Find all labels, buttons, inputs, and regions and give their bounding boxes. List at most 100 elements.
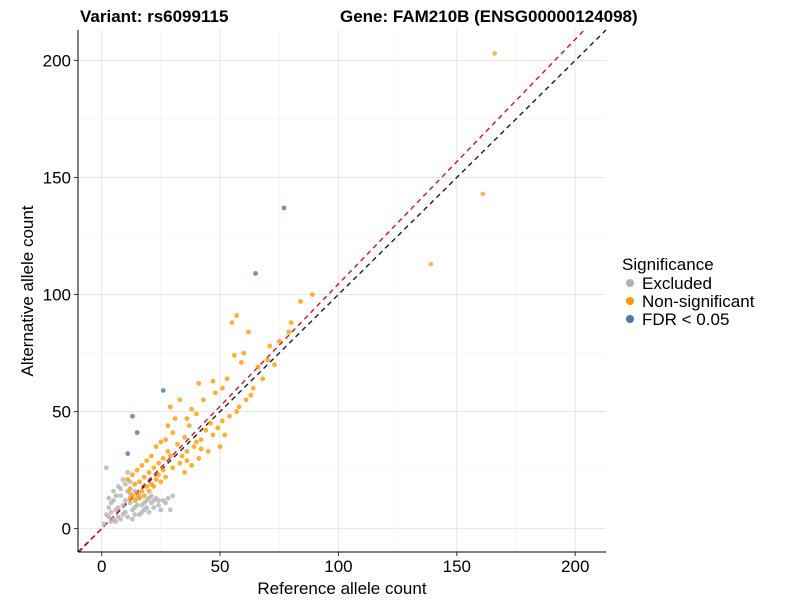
y-tick-label: 0 [62,520,71,539]
point-non-significant [260,376,266,382]
point-non-significant [132,481,138,487]
y-tick-label: 50 [52,403,71,422]
point-excluded [106,495,112,501]
point-non-significant [182,434,187,440]
point-excluded [113,493,119,499]
y-axis-ticks: 0 50 100 150 200 [43,51,78,539]
chart-title-variant: Variant: rs6099115 [80,7,228,26]
point-non-significant-highlighted-outliers [428,261,434,267]
point-excluded [118,516,124,522]
legend-label: FDR < 0.05 [642,310,729,329]
point-excluded [141,500,147,506]
y-tick-label: 150 [43,168,71,187]
point-non-significant [141,474,147,480]
point-non-significant [137,495,142,501]
point-excluded [130,507,135,513]
point-non-significant [146,470,152,475]
point-non-significant [165,423,171,428]
point-non-significant [189,462,195,468]
point-non-significant [148,453,154,459]
x-tick-label: 50 [211,557,230,576]
point-non-significant [132,498,138,503]
legend-title: Significance [622,255,714,274]
point-non-significant [184,458,190,464]
point-non-significant [241,350,247,356]
legend-key-non-significant [626,297,634,305]
point-non-significant [250,385,256,391]
point-non-significant [160,467,166,473]
point-fdr-0-05 [130,413,135,419]
point-non-significant [298,299,303,304]
chart-title-gene: Gene: FAM210B (ENSG00000124098) [340,7,638,26]
point-non-significant [205,448,211,454]
point-non-significant [170,430,176,436]
point-non-significant [167,453,173,459]
point-non-significant [151,465,157,471]
point-non-significant [198,446,204,452]
point-non-significant [208,420,213,426]
point-non-significant [127,486,133,492]
point-excluded [108,509,114,515]
point-non-significant [139,488,145,494]
point-non-significant [222,432,228,438]
point-non-significant [234,409,240,414]
point-non-significant [236,404,242,410]
point-non-significant [201,397,206,403]
point-non-significant [210,432,216,438]
point-non-significant [217,444,223,450]
point-non-significant [265,357,270,363]
point-non-significant [163,437,169,443]
point-excluded [158,507,164,513]
point-fdr-0-05 [253,271,258,276]
legend-label: Excluded [642,274,712,293]
point-non-significant [212,390,218,396]
legend-label: Non-significant [642,292,755,311]
point-non-significant [156,472,161,478]
point-excluded [139,509,145,515]
point-non-significant [267,343,273,349]
point-non-significant [189,406,195,412]
point-excluded [115,484,121,489]
point-non-significant [193,439,199,445]
point-non-significant [163,474,169,480]
point-non-significant [144,484,150,489]
point-non-significant [127,495,133,501]
point-non-significant [227,413,232,419]
point-non-significant [276,338,282,344]
point-non-significant [153,444,159,450]
point-non-significant [255,364,261,370]
point-fdr-0-05 [134,430,140,436]
point-non-significant [130,472,135,478]
point-excluded [120,502,126,508]
point-excluded [130,516,135,522]
point-non-significant [156,460,161,466]
point-non-significant [158,439,164,445]
legend-key-excluded [626,279,634,287]
point-non-significant [146,488,152,494]
point-non-significant [210,378,216,384]
point-non-significant [184,448,190,454]
point-excluded [151,505,157,510]
point-excluded [106,514,112,520]
point-non-significant [231,352,237,358]
x-tick-label: 0 [97,557,106,576]
point-non-significant [196,381,202,386]
point-non-significant [220,418,225,424]
point-excluded [118,493,124,499]
point-excluded [122,498,128,503]
x-axis-ticks: 0 50 100 150 200 [97,552,589,576]
point-non-significant [158,479,164,485]
point-fdr-0-05 [125,451,131,457]
point-excluded [165,495,171,501]
point-non-significant [310,292,315,297]
point-non-significant [238,359,244,365]
point-excluded [120,477,126,482]
point-non-significant [167,404,173,410]
point-non-significant [224,376,230,382]
point-non-significant [139,462,145,468]
point-excluded [120,512,126,517]
point-excluded [115,505,121,510]
x-tick-label: 150 [443,557,471,576]
point-non-significant [196,455,202,461]
point-excluded [134,502,140,508]
